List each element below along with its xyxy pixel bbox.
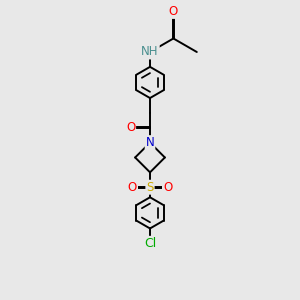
- Text: O: O: [126, 121, 135, 134]
- Text: O: O: [169, 5, 178, 18]
- Text: N: N: [146, 136, 154, 149]
- Text: NH: NH: [141, 46, 159, 59]
- Text: O: O: [163, 181, 172, 194]
- Text: S: S: [146, 181, 154, 194]
- Text: Cl: Cl: [144, 237, 156, 250]
- Text: O: O: [128, 181, 137, 194]
